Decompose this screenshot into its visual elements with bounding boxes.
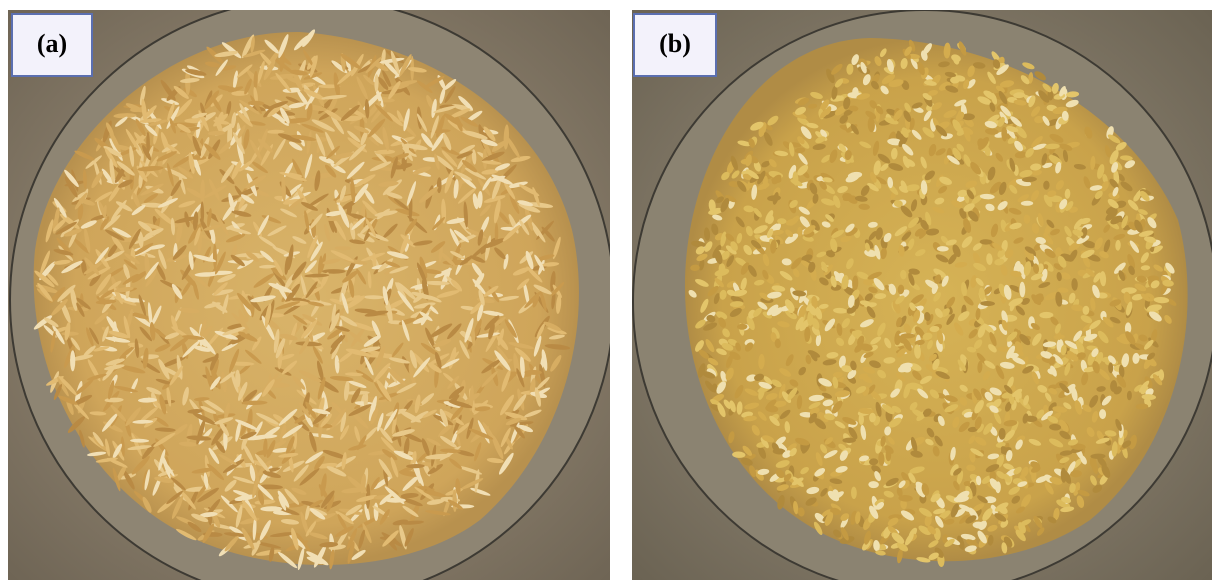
rice-grain xyxy=(886,449,892,461)
panel-a xyxy=(8,0,614,583)
rice-grain xyxy=(61,332,78,336)
panel-label: (b) xyxy=(659,29,691,58)
page: (a) (b) (() => { const data = JSON.parse… xyxy=(0,0,1215,583)
panel-b xyxy=(632,10,1215,583)
panel-label: (a) xyxy=(37,29,67,58)
label-box: (b) xyxy=(634,14,716,76)
figure: (a) (b) xyxy=(0,0,1215,583)
label-box: (a) xyxy=(12,14,92,76)
rice-grain xyxy=(70,350,75,371)
rice-grain xyxy=(322,269,346,274)
